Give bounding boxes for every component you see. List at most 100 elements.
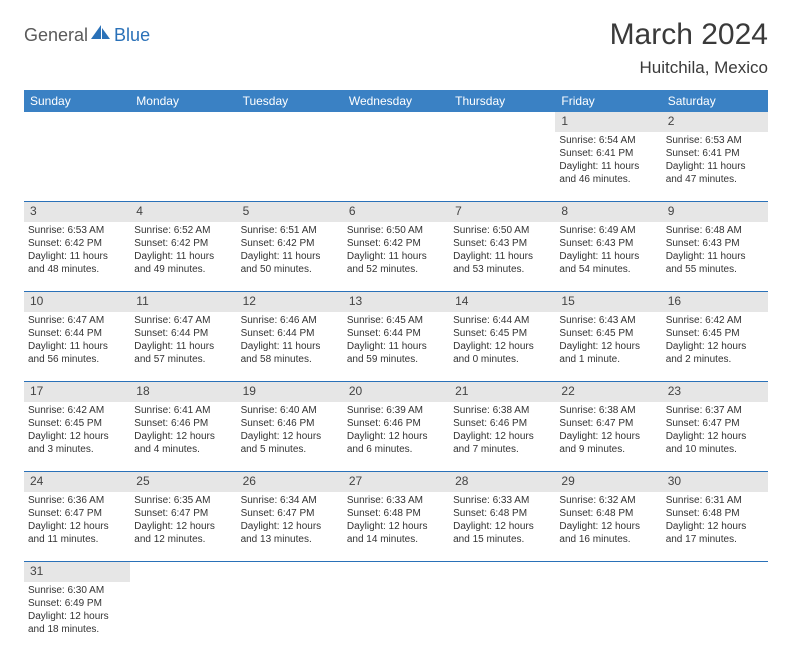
daylight-line: and 52 minutes.	[347, 263, 445, 276]
daylight-line: Daylight: 12 hours	[559, 340, 657, 353]
day-detail-cell: Sunrise: 6:41 AMSunset: 6:46 PMDaylight:…	[130, 402, 236, 472]
weekday-header: Monday	[130, 90, 236, 112]
sunrise-line: Sunrise: 6:37 AM	[666, 404, 764, 417]
day-number-cell: 12	[237, 292, 343, 312]
day-number-cell: 5	[237, 202, 343, 222]
daylight-line: Daylight: 12 hours	[28, 520, 126, 533]
sunrise-line: Sunrise: 6:43 AM	[559, 314, 657, 327]
daylight-line: and 49 minutes.	[134, 263, 232, 276]
daylight-line: Daylight: 11 hours	[241, 250, 339, 263]
sunrise-line: Sunrise: 6:38 AM	[559, 404, 657, 417]
daylight-line: and 55 minutes.	[666, 263, 764, 276]
sunset-line: Sunset: 6:48 PM	[453, 507, 551, 520]
sunrise-line: Sunrise: 6:51 AM	[241, 224, 339, 237]
day-number-row: 17181920212223	[24, 382, 768, 402]
sunset-line: Sunset: 6:47 PM	[134, 507, 232, 520]
empty-cell	[130, 582, 236, 652]
daylight-line: Daylight: 12 hours	[28, 610, 126, 623]
sunset-line: Sunset: 6:46 PM	[347, 417, 445, 430]
empty-cell	[24, 132, 130, 202]
day-number-cell: 26	[237, 472, 343, 492]
day-detail-cell: Sunrise: 6:38 AMSunset: 6:46 PMDaylight:…	[449, 402, 555, 472]
day-detail-row: Sunrise: 6:54 AMSunset: 6:41 PMDaylight:…	[24, 132, 768, 202]
day-number-row: 10111213141516	[24, 292, 768, 312]
day-detail-cell: Sunrise: 6:52 AMSunset: 6:42 PMDaylight:…	[130, 222, 236, 292]
day-number-cell: 22	[555, 382, 661, 402]
logo: General Blue	[24, 18, 150, 47]
daylight-line: Daylight: 11 hours	[347, 250, 445, 263]
daylight-line: and 50 minutes.	[241, 263, 339, 276]
day-detail-cell: Sunrise: 6:32 AMSunset: 6:48 PMDaylight:…	[555, 492, 661, 562]
day-detail-cell: Sunrise: 6:37 AMSunset: 6:47 PMDaylight:…	[662, 402, 768, 472]
day-number-cell: 3	[24, 202, 130, 222]
empty-cell	[449, 562, 555, 582]
daylight-line: Daylight: 12 hours	[134, 520, 232, 533]
daylight-line: Daylight: 12 hours	[241, 520, 339, 533]
day-detail-row: Sunrise: 6:36 AMSunset: 6:47 PMDaylight:…	[24, 492, 768, 562]
empty-cell	[24, 112, 130, 132]
day-number-cell: 25	[130, 472, 236, 492]
day-number-cell: 7	[449, 202, 555, 222]
sunrise-line: Sunrise: 6:31 AM	[666, 494, 764, 507]
day-number-row: 12	[24, 112, 768, 132]
daylight-line: Daylight: 12 hours	[134, 430, 232, 443]
sunrise-line: Sunrise: 6:46 AM	[241, 314, 339, 327]
daylight-line: Daylight: 12 hours	[347, 430, 445, 443]
daylight-line: Daylight: 11 hours	[559, 160, 657, 173]
daylight-line: Daylight: 11 hours	[134, 340, 232, 353]
sail-icon	[90, 24, 112, 47]
weekday-header: Tuesday	[237, 90, 343, 112]
sunrise-line: Sunrise: 6:52 AM	[134, 224, 232, 237]
day-detail-cell: Sunrise: 6:50 AMSunset: 6:42 PMDaylight:…	[343, 222, 449, 292]
empty-cell	[343, 562, 449, 582]
day-detail-cell: Sunrise: 6:30 AMSunset: 6:49 PMDaylight:…	[24, 582, 130, 652]
day-number-cell: 4	[130, 202, 236, 222]
day-number-cell: 19	[237, 382, 343, 402]
weekday-header-row: SundayMondayTuesdayWednesdayThursdayFrid…	[24, 90, 768, 112]
sunset-line: Sunset: 6:44 PM	[134, 327, 232, 340]
sunset-line: Sunset: 6:45 PM	[559, 327, 657, 340]
daylight-line: Daylight: 12 hours	[28, 430, 126, 443]
sunset-line: Sunset: 6:42 PM	[134, 237, 232, 250]
daylight-line: and 53 minutes.	[453, 263, 551, 276]
day-detail-cell: Sunrise: 6:47 AMSunset: 6:44 PMDaylight:…	[130, 312, 236, 382]
day-detail-cell: Sunrise: 6:48 AMSunset: 6:43 PMDaylight:…	[662, 222, 768, 292]
sunrise-line: Sunrise: 6:36 AM	[28, 494, 126, 507]
daylight-line: and 11 minutes.	[28, 533, 126, 546]
daylight-line: Daylight: 11 hours	[134, 250, 232, 263]
weekday-header: Thursday	[449, 90, 555, 112]
day-detail-cell: Sunrise: 6:43 AMSunset: 6:45 PMDaylight:…	[555, 312, 661, 382]
sunset-line: Sunset: 6:43 PM	[453, 237, 551, 250]
sunset-line: Sunset: 6:42 PM	[28, 237, 126, 250]
daylight-line: Daylight: 12 hours	[453, 520, 551, 533]
day-number-cell: 28	[449, 472, 555, 492]
empty-cell	[449, 582, 555, 652]
day-detail-cell: Sunrise: 6:40 AMSunset: 6:46 PMDaylight:…	[237, 402, 343, 472]
day-detail-row: Sunrise: 6:30 AMSunset: 6:49 PMDaylight:…	[24, 582, 768, 652]
daylight-line: and 46 minutes.	[559, 173, 657, 186]
daylight-line: Daylight: 12 hours	[453, 430, 551, 443]
day-number-cell: 21	[449, 382, 555, 402]
day-detail-cell: Sunrise: 6:42 AMSunset: 6:45 PMDaylight:…	[662, 312, 768, 382]
sunset-line: Sunset: 6:47 PM	[666, 417, 764, 430]
daylight-line: and 56 minutes.	[28, 353, 126, 366]
day-number-cell: 24	[24, 472, 130, 492]
header: General Blue March 2024 Huitchila, Mexic…	[24, 18, 768, 78]
day-number-cell: 20	[343, 382, 449, 402]
sunrise-line: Sunrise: 6:44 AM	[453, 314, 551, 327]
day-number-cell: 11	[130, 292, 236, 312]
empty-cell	[237, 112, 343, 132]
day-number-cell: 18	[130, 382, 236, 402]
sunset-line: Sunset: 6:45 PM	[453, 327, 551, 340]
daylight-line: and 18 minutes.	[28, 623, 126, 636]
sunset-line: Sunset: 6:48 PM	[559, 507, 657, 520]
day-detail-cell: Sunrise: 6:49 AMSunset: 6:43 PMDaylight:…	[555, 222, 661, 292]
sunset-line: Sunset: 6:48 PM	[347, 507, 445, 520]
daylight-line: and 0 minutes.	[453, 353, 551, 366]
empty-cell	[343, 112, 449, 132]
daylight-line: Daylight: 11 hours	[559, 250, 657, 263]
empty-cell	[449, 112, 555, 132]
sunset-line: Sunset: 6:44 PM	[241, 327, 339, 340]
daylight-line: and 5 minutes.	[241, 443, 339, 456]
sunset-line: Sunset: 6:42 PM	[347, 237, 445, 250]
